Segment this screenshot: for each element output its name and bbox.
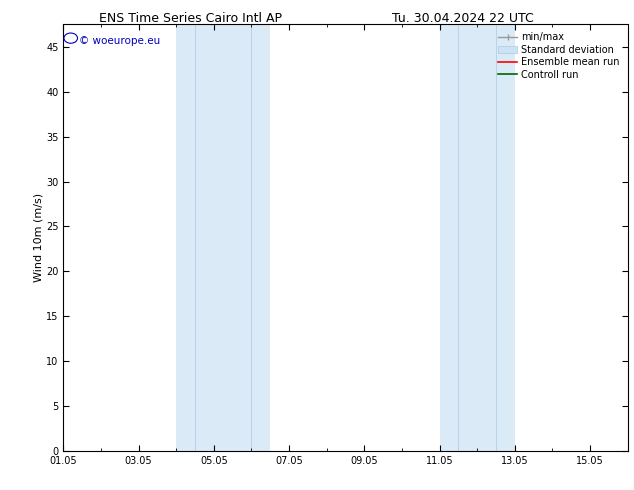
Text: Tu. 30.04.2024 22 UTC: Tu. 30.04.2024 22 UTC [392,12,534,25]
Legend: min/max, Standard deviation, Ensemble mean run, Controll run: min/max, Standard deviation, Ensemble me… [495,29,623,82]
Bar [439,24,515,451]
Bar [176,24,270,451]
Y-axis label: Wind 10m (m/s): Wind 10m (m/s) [33,193,43,282]
Text: ENS Time Series Cairo Intl AP: ENS Time Series Cairo Intl AP [99,12,281,25]
Text: © woeurope.eu: © woeurope.eu [79,36,160,46]
